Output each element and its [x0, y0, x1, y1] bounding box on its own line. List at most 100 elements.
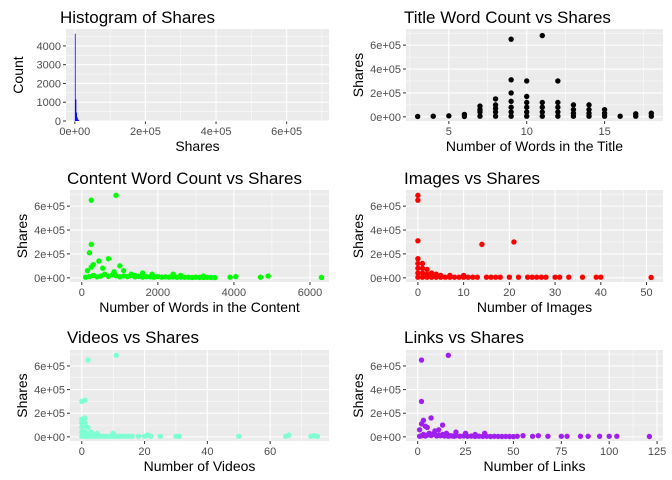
histogram-bar [78, 120, 80, 121]
scatter-point [555, 99, 561, 106]
y-tick-label: 4e+05 [34, 385, 65, 397]
x-tick-label: 125 [648, 446, 666, 458]
scatter-point [570, 102, 577, 108]
scatter-point [543, 274, 549, 280]
scatter-point [257, 274, 264, 280]
x-tick-label: 0 [79, 446, 85, 458]
scatter-point [424, 266, 430, 273]
scatter-point [416, 427, 423, 433]
y-tick-label: 4000 [37, 41, 61, 53]
scatter-point [265, 273, 271, 279]
scatter-point [84, 267, 91, 274]
scatter-point [227, 274, 233, 280]
y-tick-label: 6e+05 [370, 40, 401, 52]
x-tick-label: 4e+05 [201, 126, 232, 138]
y-tick-label: 0e+00 [34, 432, 65, 444]
y-axis-label: Shares [14, 373, 30, 417]
scatter-point [555, 104, 561, 110]
x-tick-label: 0 [415, 446, 421, 458]
scatter-point [428, 274, 435, 280]
scatter-point [419, 274, 426, 280]
chart-1: 0e+00 2e+05 4e+05 6e+05 0 1000 2000 3000 4000 His… [10, 8, 329, 154]
scatter-point [212, 274, 218, 281]
y-axis-label: Count [10, 56, 26, 93]
scatter-point [524, 78, 530, 84]
scatter-point [552, 274, 558, 280]
y-tick-label: 2e+05 [34, 408, 65, 420]
x-tick-label: 4000 [222, 287, 246, 299]
y-tick-label: 0 [55, 116, 61, 128]
scatter-point [447, 272, 453, 279]
y-tick-label: 0e+00 [34, 273, 65, 285]
scatter-point [520, 432, 526, 439]
scatter-point [445, 352, 452, 359]
scatter-point [82, 419, 88, 426]
scatter-point [88, 197, 94, 203]
scatter-point [433, 271, 439, 277]
scatter-point [555, 109, 561, 115]
scatter-point [586, 106, 592, 113]
scatter-point [508, 36, 514, 42]
scatter-point [451, 274, 458, 280]
scatter-point [577, 433, 584, 439]
scatter-point [88, 264, 94, 270]
scatter-point [465, 274, 471, 280]
chart-title: Content Word Count vs Shares [67, 169, 302, 188]
scatter-point [479, 241, 485, 248]
y-axis-label: Shares [350, 373, 366, 417]
y-tick-label: 2e+05 [370, 408, 401, 420]
y-axis-label: Shares [14, 214, 30, 258]
scatter-point [120, 267, 127, 274]
x-tick-label: 75 [555, 446, 567, 458]
scatter-point [415, 192, 421, 199]
y-tick-label: 4e+05 [370, 225, 401, 237]
scatter-point [318, 274, 325, 281]
scatter-point [508, 77, 514, 83]
y-tick-label: 4e+05 [34, 225, 65, 237]
chart-title: Links vs Shares [404, 328, 524, 347]
x-axis-label: Number of Images [477, 299, 592, 315]
scatter-point [170, 271, 176, 277]
scatter-point [586, 102, 592, 108]
scatter-point [86, 250, 93, 256]
scatter-point [648, 110, 655, 116]
scatter-point [524, 104, 530, 110]
scatter-point [460, 272, 467, 279]
x-tick-label: 0 [415, 287, 421, 299]
scatter-point [539, 32, 545, 39]
scatter-point [477, 103, 483, 109]
x-tick-label: 40 [595, 287, 607, 299]
scatter-point [556, 274, 563, 280]
scatter-point [236, 433, 242, 439]
scatter-point [428, 270, 435, 276]
scatter-point [446, 113, 452, 119]
scatter-point [148, 433, 154, 439]
scatter-point [472, 431, 478, 438]
scatter-point [424, 424, 430, 431]
chart-title: Videos vs Shares [67, 328, 199, 347]
scatter-point [524, 274, 531, 280]
scatter-point [200, 273, 207, 279]
scatter-point [606, 433, 612, 439]
scatter-point [585, 433, 591, 439]
scatter-point [564, 433, 570, 439]
x-tick-label: 6e+05 [271, 126, 302, 138]
scatter-point [495, 433, 501, 440]
scatter-point [514, 433, 520, 439]
scatter-point [443, 430, 450, 437]
scatter-point [414, 113, 421, 120]
scatter-point [534, 274, 540, 280]
y-tick-label: 2e+05 [370, 249, 401, 261]
scatter-point [82, 397, 88, 403]
scatter-point [545, 433, 551, 439]
scatter-point [492, 102, 499, 108]
scatter-point [439, 422, 446, 428]
x-axis-label: Number of Words in the Content [99, 299, 300, 315]
scatter-point [506, 433, 513, 440]
histogram-bar [76, 112, 78, 121]
scatter-point [566, 274, 572, 280]
scatter-point [415, 197, 421, 203]
y-tick-label: 4e+05 [370, 64, 401, 76]
plot-panel [406, 190, 663, 282]
scatter-point [539, 109, 545, 115]
